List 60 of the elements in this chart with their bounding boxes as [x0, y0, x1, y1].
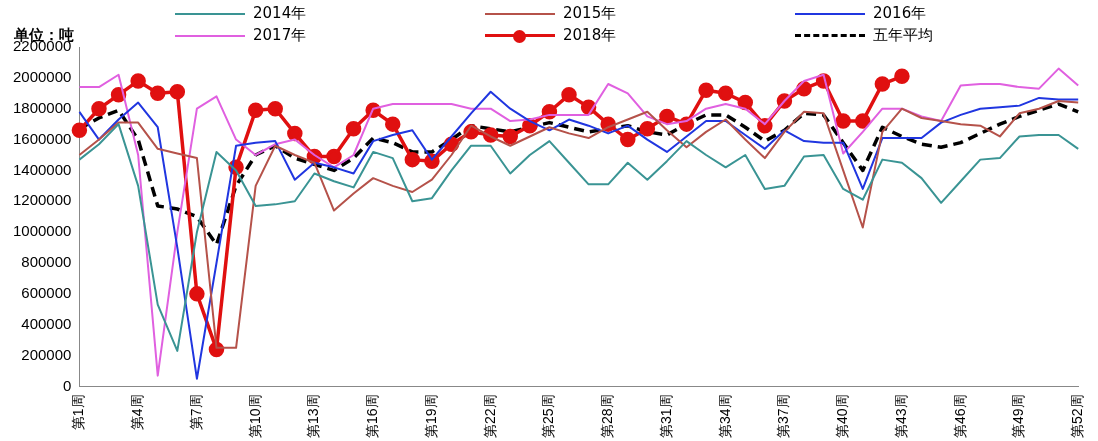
- point: [267, 100, 283, 117]
- point: [287, 125, 303, 142]
- x-tick-label: 第46周: [951, 394, 968, 439]
- point: [189, 286, 205, 302]
- legend-label: 2016年: [873, 4, 927, 23]
- point: [71, 122, 88, 139]
- point: [835, 113, 851, 129]
- point: [737, 94, 754, 111]
- x-tick-label: 第34周: [716, 394, 733, 439]
- point: [404, 151, 421, 168]
- legend-label: 五年平均: [873, 26, 933, 45]
- point: [855, 113, 871, 129]
- y-tick-label: 2000000: [12, 68, 72, 85]
- legend-label: 2018年: [563, 26, 617, 45]
- x-tick-label: 第10周: [246, 394, 263, 439]
- y-tick-label: 1200000: [12, 191, 72, 209]
- point: [659, 108, 675, 125]
- point: [894, 68, 910, 85]
- x-tick-label: 第1周: [70, 394, 87, 431]
- legend-label: 2014年: [253, 4, 307, 23]
- point: [620, 131, 636, 148]
- x-tick-label: 第40周: [834, 394, 851, 439]
- point: [149, 85, 166, 102]
- y-tick-label: 1800000: [12, 98, 72, 116]
- legend-label: 2017年: [253, 26, 307, 45]
- point: [874, 76, 891, 92]
- y-tick-label: 600000: [21, 284, 72, 301]
- y-tick-label: 1400000: [12, 160, 72, 178]
- point: [561, 87, 577, 103]
- x-tick-label: 第52周: [1069, 394, 1086, 439]
- x-tick-label: 第13周: [305, 394, 322, 439]
- x-tick-label: 第19周: [422, 394, 439, 439]
- y-tick-label: 1600000: [12, 129, 72, 147]
- x-tick-label: 第4周: [129, 394, 146, 431]
- x-tick-label: 第25周: [540, 394, 557, 439]
- legend-label: 2015年: [563, 4, 617, 23]
- x-tick-label: 第31周: [657, 394, 674, 439]
- x-tick-label: 第22周: [481, 394, 498, 439]
- x-tick-label: 第28周: [599, 394, 616, 439]
- point: [130, 73, 146, 89]
- x-tick-label: 第43周: [892, 394, 909, 439]
- point: [345, 121, 362, 137]
- x-tick-label: 第37周: [775, 394, 792, 439]
- y-tick-label: 800000: [21, 253, 72, 271]
- point: [169, 83, 186, 100]
- point: [502, 128, 518, 145]
- point: [91, 100, 107, 117]
- x-tick-label: 第49周: [1010, 394, 1027, 439]
- point: [247, 102, 264, 119]
- y-tick-label: 400000: [21, 314, 72, 332]
- x-tick-label: 第16周: [364, 394, 381, 439]
- point: [639, 121, 656, 137]
- y-tick-label: 0: [63, 376, 72, 394]
- point: [385, 116, 401, 132]
- y-tick-label: 1000000: [12, 222, 72, 240]
- y-tick-label: 200000: [21, 345, 72, 363]
- point: [326, 148, 342, 165]
- point: [698, 82, 714, 98]
- x-tick-label: 第7周: [187, 394, 204, 431]
- point: [717, 85, 734, 102]
